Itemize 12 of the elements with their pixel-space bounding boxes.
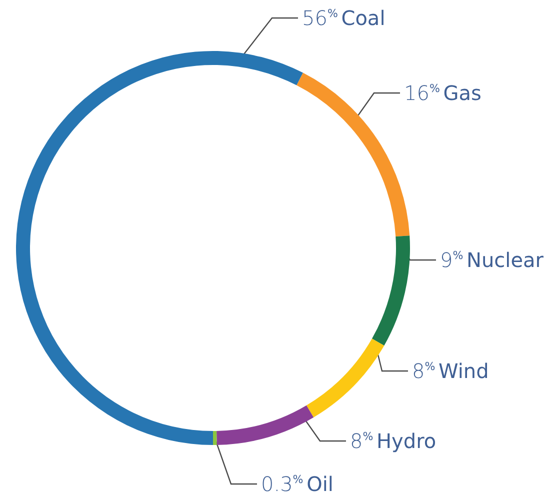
slice-label: Wind [438,359,489,383]
data-label: 0.3% [261,472,304,494]
data-label: 9% [440,248,464,272]
slice-label: Oil [306,472,334,494]
slice-label: Nuclear [466,248,544,272]
slice-label: Hydro [376,429,436,453]
data-label: 8% [412,359,436,383]
data-label: 56% [302,6,338,30]
slice-label: Coal [341,6,386,30]
data-label: 16% [404,81,440,105]
data-label: 8% [350,429,374,453]
slice-label: Gas [443,81,482,105]
